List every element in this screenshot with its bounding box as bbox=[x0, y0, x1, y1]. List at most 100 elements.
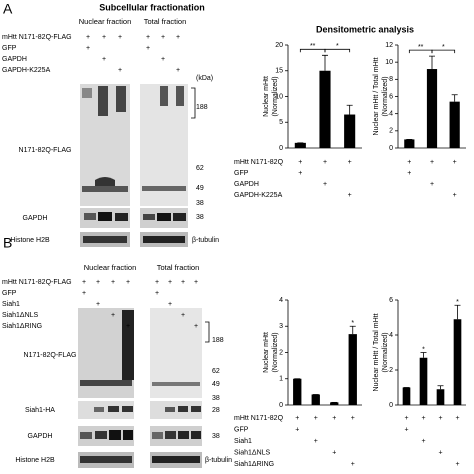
condition-mark: + bbox=[96, 301, 100, 308]
condition-mark: + bbox=[82, 279, 86, 286]
table-mark: + bbox=[438, 449, 442, 456]
table-mark: + bbox=[430, 181, 434, 188]
bar bbox=[344, 114, 356, 148]
error-bar bbox=[322, 54, 328, 71]
y-tick-label: 6 bbox=[389, 297, 393, 304]
fraction-label: Nuclear fraction bbox=[84, 263, 137, 272]
table-label: GFP bbox=[234, 426, 249, 433]
bar bbox=[404, 139, 415, 148]
marker-label: 38 bbox=[196, 214, 204, 221]
table-mark: + bbox=[298, 170, 302, 177]
bar bbox=[449, 101, 460, 148]
table-mark: + bbox=[404, 415, 408, 422]
table-mark: + bbox=[453, 159, 457, 166]
condition-label: Siah1 bbox=[2, 301, 20, 308]
significance-mark: * bbox=[442, 44, 445, 51]
y-axis-label: Nuclear mHtt / Total mHtt bbox=[373, 313, 380, 391]
loading-control: β-tubulin bbox=[192, 237, 219, 244]
condition-mark: + bbox=[181, 312, 185, 319]
y-tick-label: 2 bbox=[389, 128, 393, 135]
kda-label: (kDa) bbox=[196, 75, 213, 82]
y-tick-label: 0 bbox=[279, 145, 283, 152]
table-mark: + bbox=[430, 159, 434, 166]
condition-mark: + bbox=[111, 312, 115, 319]
condition-mark: + bbox=[86, 45, 90, 52]
condition-mark: + bbox=[102, 56, 106, 63]
blot-label: N171-82Q-FLAG bbox=[24, 352, 77, 359]
table-mark: + bbox=[348, 159, 352, 166]
condition-mark: + bbox=[161, 56, 165, 63]
table-mark: + bbox=[295, 426, 299, 433]
condition-mark: + bbox=[194, 323, 198, 330]
bar bbox=[348, 334, 357, 405]
y-tick-label: 12 bbox=[385, 42, 393, 49]
marker-label: 38 bbox=[212, 395, 220, 402]
table-mark: + bbox=[323, 159, 327, 166]
blots-b bbox=[78, 308, 210, 468]
table-label: GFP bbox=[234, 170, 249, 177]
y-tick-label: 1 bbox=[279, 376, 283, 383]
condition-label: GFP bbox=[2, 290, 17, 297]
y-tick-label: 0 bbox=[389, 145, 393, 152]
panel-label: B bbox=[3, 235, 12, 251]
bar bbox=[293, 378, 302, 405]
y-axis-note: (Normalized) bbox=[382, 332, 389, 372]
table-mark: + bbox=[455, 461, 459, 468]
y-tick-label: 5 bbox=[279, 119, 283, 126]
blots-a bbox=[80, 84, 196, 247]
table-label: Siah1 bbox=[234, 438, 252, 445]
table-label: GAPDH-K225A bbox=[234, 192, 283, 199]
condition-mark: + bbox=[168, 301, 172, 308]
marker-label: 38 bbox=[196, 200, 204, 207]
condition-mark: + bbox=[126, 279, 130, 286]
bar bbox=[426, 69, 438, 148]
loading-control: β-tubulin bbox=[205, 457, 232, 464]
table-mark: + bbox=[407, 170, 411, 177]
panel-title: Subcellular fractionation bbox=[99, 2, 205, 12]
table-mark: + bbox=[455, 415, 459, 422]
table-mark: + bbox=[314, 415, 318, 422]
bar bbox=[419, 357, 428, 405]
significance-mark: * bbox=[456, 299, 459, 306]
condition-mark: + bbox=[86, 34, 90, 41]
y-tick-label: 6 bbox=[389, 93, 393, 100]
marker-label: 188 bbox=[196, 104, 208, 111]
error-bar bbox=[429, 55, 435, 70]
bar bbox=[436, 389, 445, 405]
bar bbox=[319, 70, 331, 148]
y-axis-label: Nuclear mHtt bbox=[263, 332, 270, 373]
table-mark: + bbox=[351, 415, 355, 422]
condition-mark: + bbox=[168, 279, 172, 286]
condition-label: GFP bbox=[2, 45, 17, 52]
table-mark: + bbox=[314, 438, 318, 445]
condition-label: Siah1ΔRING bbox=[2, 323, 42, 330]
bar bbox=[330, 402, 339, 405]
error-bar bbox=[349, 325, 356, 335]
table-mark: + bbox=[407, 159, 411, 166]
condition-label: Siah1ΔNLS bbox=[2, 312, 39, 319]
condition-mark: + bbox=[96, 279, 100, 286]
condition-mark: + bbox=[176, 34, 180, 41]
table-mark: + bbox=[453, 192, 457, 199]
blot-label: GAPDH bbox=[28, 433, 53, 440]
table-mark: + bbox=[298, 159, 302, 166]
error-bar bbox=[451, 94, 458, 102]
table-mark: + bbox=[323, 181, 327, 188]
marker-label: 62 bbox=[196, 165, 204, 172]
table-mark: + bbox=[421, 415, 425, 422]
table-label: Siah1ΔRING bbox=[234, 461, 274, 468]
condition-mark: + bbox=[102, 34, 106, 41]
significance-mark: * bbox=[336, 43, 339, 50]
condition-mark: + bbox=[155, 279, 159, 286]
error-bar bbox=[437, 385, 444, 390]
condition-label: mHtt N171-82Q-FLAG bbox=[2, 279, 72, 286]
table-mark: + bbox=[348, 192, 352, 199]
marker-label: 62 bbox=[212, 368, 220, 375]
table-mark: + bbox=[295, 415, 299, 422]
condition-mark: + bbox=[161, 34, 165, 41]
blot-label: Histone H2B bbox=[10, 237, 50, 244]
condition-label: GAPDH-K225A bbox=[2, 67, 51, 74]
significance-bracket bbox=[431, 49, 456, 54]
significance-mark: ** bbox=[418, 44, 424, 51]
marker-label: 49 bbox=[196, 185, 204, 192]
